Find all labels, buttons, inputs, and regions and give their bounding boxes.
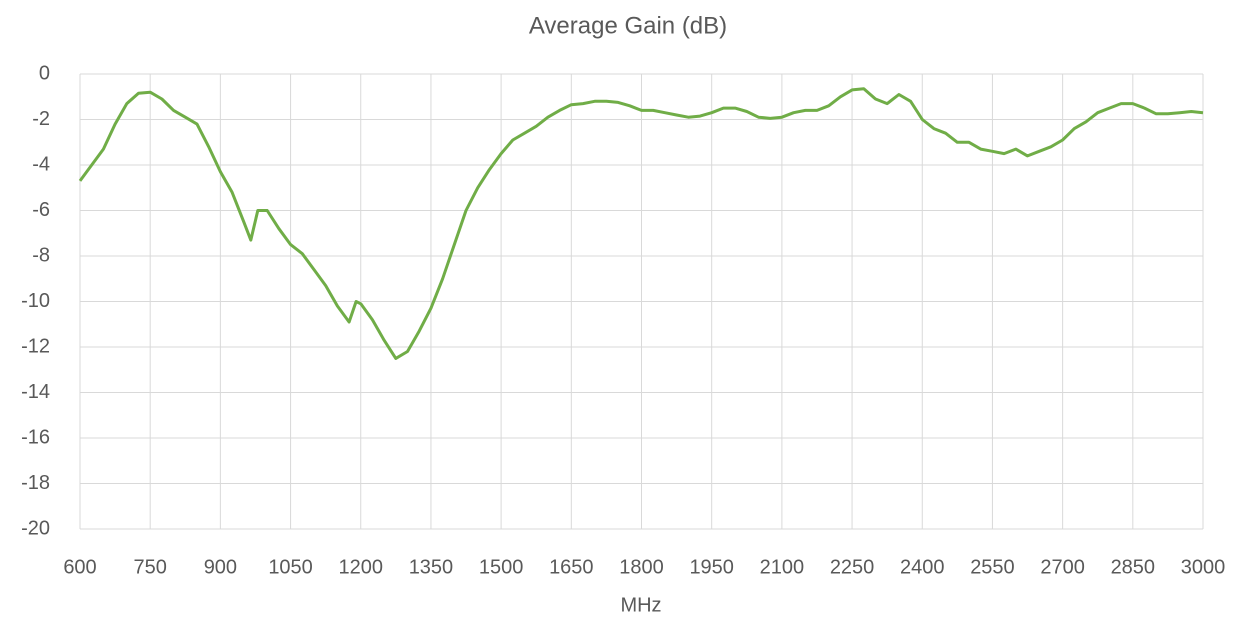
x-tick-label: 900 <box>204 556 237 578</box>
x-tick-label: 1800 <box>619 556 664 578</box>
y-tick-label: -18 <box>21 472 50 494</box>
x-tick-label: 600 <box>63 556 96 578</box>
x-tick-label: 750 <box>134 556 167 578</box>
x-tick-label: 1200 <box>339 556 384 578</box>
x-tick-label: 3000 <box>1181 556 1226 578</box>
x-tick-label: 2850 <box>1111 556 1156 578</box>
y-tick-label: -16 <box>21 426 50 448</box>
chart-title: Average Gain (dB) <box>529 12 727 39</box>
x-axis-label: MHz <box>620 594 661 616</box>
x-tick-label: 2100 <box>760 556 805 578</box>
y-tick-label: 0 <box>39 62 50 84</box>
x-tick-label: 2700 <box>1040 556 1085 578</box>
y-tick-label: -12 <box>21 335 50 357</box>
y-tick-label: -10 <box>21 290 50 312</box>
x-tick-label: 1050 <box>268 556 313 578</box>
x-tick-label: 2550 <box>970 556 1015 578</box>
data-line <box>78 87 1204 360</box>
x-tick-label: 1500 <box>479 556 524 578</box>
y-tick-label: -20 <box>21 517 50 539</box>
y-tick-label: -4 <box>32 153 50 175</box>
y-tick-label: -14 <box>21 381 50 403</box>
y-tick-label: -6 <box>32 199 50 221</box>
x-tick-label: 2250 <box>830 556 875 578</box>
x-tick-label: 1950 <box>689 556 734 578</box>
x-tick-label: 1350 <box>409 556 454 578</box>
x-tick-label: 1650 <box>549 556 594 578</box>
x-tick-label: 2400 <box>900 556 945 578</box>
y-tick-label: -2 <box>32 108 50 130</box>
y-tick-label: -8 <box>32 244 50 266</box>
